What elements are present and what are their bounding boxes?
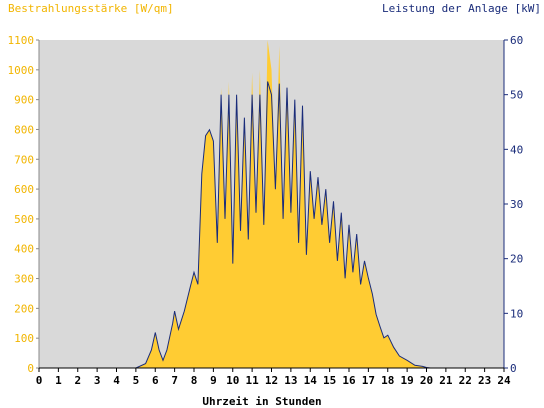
- right-axis-title: Leistung der Anlage [kW]: [382, 2, 541, 15]
- x-tick-label: 7: [171, 374, 178, 387]
- irradiance-area: [135, 40, 431, 368]
- x-tick-label: 13: [284, 374, 297, 387]
- x-tick-label: 21: [439, 374, 453, 387]
- x-tick-label: 17: [362, 374, 375, 387]
- left-tick-label: 400: [14, 243, 34, 256]
- left-tick-label: 800: [14, 123, 34, 136]
- x-tick-label: 8: [191, 374, 198, 387]
- x-axis-ticks: 0 1 2 3 4 5 6 7 8 9 10 11 12 13 14 15 16 17 18 19 20 21 22 23 24: [36, 368, 511, 387]
- x-tick-label: 1: [55, 374, 62, 387]
- x-tick-label: 22: [459, 374, 472, 387]
- x-tick-label: 4: [113, 374, 120, 387]
- x-tick-label: 20: [420, 374, 433, 387]
- x-tick-label: 16: [342, 374, 356, 387]
- left-axis-ticks: 0 100 200 300 400 500 600 700 800 900 1000 1100: [8, 34, 39, 375]
- left-tick-label: 900: [14, 94, 34, 107]
- x-tick-label: 15: [323, 374, 336, 387]
- x-tick-label: 14: [304, 374, 318, 387]
- right-tick-label: 50: [510, 89, 523, 102]
- right-tick-label: 0: [510, 362, 517, 375]
- x-tick-label: 11: [246, 374, 260, 387]
- x-tick-label: 19: [401, 374, 414, 387]
- x-tick-label: 6: [152, 374, 159, 387]
- x-tick-label: 23: [478, 374, 491, 387]
- right-axis-ticks: 0 10 20 30 40 50 60: [504, 34, 523, 375]
- right-tick-label: 40: [510, 143, 523, 156]
- right-tick-label: 10: [510, 307, 523, 320]
- left-tick-label: 200: [14, 302, 34, 315]
- x-tick-label: 10: [226, 374, 239, 387]
- left-tick-label: 0: [27, 362, 34, 375]
- right-tick-label: 30: [510, 198, 523, 211]
- x-axis-title: Uhrzeit in Stunden: [202, 395, 321, 408]
- x-tick-label: 9: [210, 374, 217, 387]
- right-tick-label: 60: [510, 34, 523, 47]
- left-tick-label: 300: [14, 273, 34, 286]
- x-tick-label: 24: [497, 374, 511, 387]
- left-tick-label: 100: [14, 332, 34, 345]
- left-axis-title: Bestrahlungsstärke [W/qm]: [8, 2, 174, 15]
- left-tick-label: 700: [14, 153, 34, 166]
- power-line: [39, 81, 504, 369]
- left-tick-label: 600: [14, 183, 34, 196]
- x-tick-label: 5: [133, 374, 140, 387]
- left-tick-label: 500: [14, 213, 34, 226]
- x-tick-label: 18: [381, 374, 394, 387]
- x-tick-label: 12: [265, 374, 278, 387]
- x-tick-label: 2: [74, 374, 81, 387]
- x-tick-label: 3: [94, 374, 101, 387]
- right-tick-label: 20: [510, 253, 523, 266]
- x-tick-label: 0: [36, 374, 43, 387]
- left-tick-label: 1100: [8, 34, 35, 47]
- left-tick-label: 1000: [8, 64, 35, 77]
